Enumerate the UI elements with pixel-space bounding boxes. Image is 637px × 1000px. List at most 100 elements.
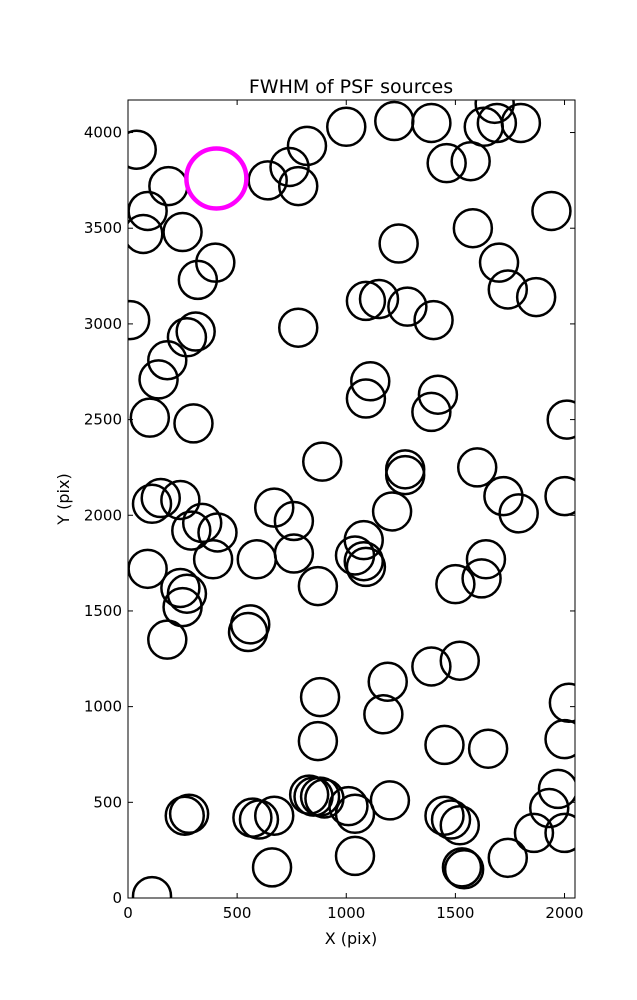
source-marker-84 — [544, 718, 575, 760]
source-marker-23 — [515, 276, 557, 318]
source-marker-111 — [544, 812, 575, 854]
source-marker-7 — [277, 165, 319, 207]
source-marker-80 — [363, 694, 404, 735]
y-tick-label: 3000 — [84, 315, 122, 333]
source-marker-41 — [411, 391, 452, 433]
source-marker-12 — [426, 142, 467, 184]
y-tick-label: 0 — [112, 889, 122, 907]
source-marker-73 — [162, 586, 203, 628]
x-tick-label: 2000 — [545, 904, 583, 922]
source-marker-36 — [387, 286, 428, 327]
source-marker-52 — [273, 500, 315, 542]
source-marker-98 — [168, 793, 210, 835]
source-marker-109 — [528, 787, 570, 829]
source-marker-96 — [232, 797, 273, 838]
source-marker-30 — [138, 359, 179, 400]
source-marker-78 — [439, 640, 481, 681]
source-marker-58 — [197, 512, 238, 553]
source-marker-76 — [227, 611, 269, 653]
x-tick-label: 0 — [123, 904, 133, 922]
source-marker-32 — [173, 403, 214, 444]
source-marker-99 — [334, 835, 376, 877]
source-marker-26 — [128, 299, 151, 341]
source-marker-31 — [129, 397, 171, 438]
source-marker-66 — [345, 546, 387, 588]
source-marker-107 — [487, 837, 529, 879]
source-marker-22 — [487, 269, 529, 310]
y-tick-label: 3500 — [84, 219, 122, 237]
source-marker-71 — [160, 567, 201, 609]
source-marker-54 — [140, 477, 181, 519]
source-marker-57 — [171, 510, 212, 551]
source-marker-49 — [544, 475, 575, 517]
source-marker-92 — [299, 776, 341, 817]
source-marker-59 — [192, 539, 234, 580]
x-axis-label: X (pix) — [325, 929, 378, 948]
source-marker-25 — [177, 259, 219, 301]
source-marker-17 — [500, 102, 542, 144]
source-marker-29 — [147, 340, 188, 381]
y-tick-label: 2500 — [84, 411, 122, 429]
x-axis-ticks: 0 500 1000 1500 2000 — [123, 100, 584, 922]
source-marker-45 — [384, 454, 426, 496]
source-marker-11 — [411, 102, 452, 144]
source-marker-50 — [371, 491, 413, 532]
source-marker-61 — [273, 533, 315, 574]
source-marker-100 — [251, 847, 293, 888]
source-marker-90 — [288, 774, 330, 815]
source-marker-93 — [304, 778, 345, 819]
y-tick-label: 500 — [93, 793, 122, 811]
source-marker-20 — [378, 223, 419, 264]
y-tick-label: 1000 — [84, 698, 122, 716]
source-marker-104 — [439, 805, 481, 846]
source-marker-39 — [345, 378, 387, 419]
source-marker-16 — [476, 102, 518, 144]
chart-title: FWHM of PSF sources — [249, 76, 453, 98]
source-marker-74 — [147, 619, 188, 660]
source-marker-53 — [131, 483, 173, 525]
x-tick-label: 1500 — [436, 904, 474, 922]
source-marker-101 — [131, 875, 173, 898]
source-marker-55 — [160, 479, 201, 521]
source-marker-105 — [441, 847, 483, 888]
source-marker-33 — [277, 307, 319, 348]
source-marker-9 — [326, 106, 367, 148]
source-marker-43 — [302, 441, 343, 482]
source-marker-46 — [456, 447, 498, 488]
y-axis-ticks: 0 500 1000 1500 2000 2500 3000 3500 4000 — [84, 124, 575, 907]
source-marker-42 — [546, 399, 575, 440]
source-marker-4 — [162, 211, 203, 253]
source-marker-97 — [164, 795, 205, 836]
source-marker-37 — [413, 299, 454, 341]
source-marker-19 — [452, 207, 494, 249]
source-marker-69 — [465, 539, 507, 580]
y-axis-label: Y (pix) — [54, 473, 73, 525]
source-marker-94 — [253, 795, 295, 836]
source-marker-21 — [478, 242, 520, 283]
source-marker-77 — [411, 646, 452, 687]
y-tick-label: 1500 — [84, 602, 122, 620]
source-marker-82 — [297, 720, 339, 762]
source-marker-81 — [299, 676, 341, 718]
source-marker-51 — [253, 487, 295, 528]
source-marker-47 — [483, 475, 524, 517]
x-tick-label: 500 — [223, 904, 252, 922]
y-tick-label: 2000 — [84, 506, 122, 524]
source-marker-0 — [128, 129, 157, 170]
data-markers — [128, 100, 575, 898]
source-marker-13 — [450, 140, 491, 182]
highlight-source-marker — [184, 146, 249, 211]
source-marker-85 — [424, 724, 465, 766]
source-marker-1 — [128, 190, 168, 232]
source-marker-2 — [128, 213, 164, 255]
source-marker-38 — [350, 361, 391, 402]
source-marker-34 — [345, 280, 387, 322]
source-marker-79 — [367, 661, 408, 703]
source-marker-48 — [498, 493, 539, 534]
source-marker-40 — [417, 374, 459, 415]
plot-frame — [127, 99, 576, 899]
x-tick-label: 1000 — [327, 904, 365, 922]
source-marker-106 — [443, 849, 485, 890]
source-marker-27 — [175, 311, 216, 352]
